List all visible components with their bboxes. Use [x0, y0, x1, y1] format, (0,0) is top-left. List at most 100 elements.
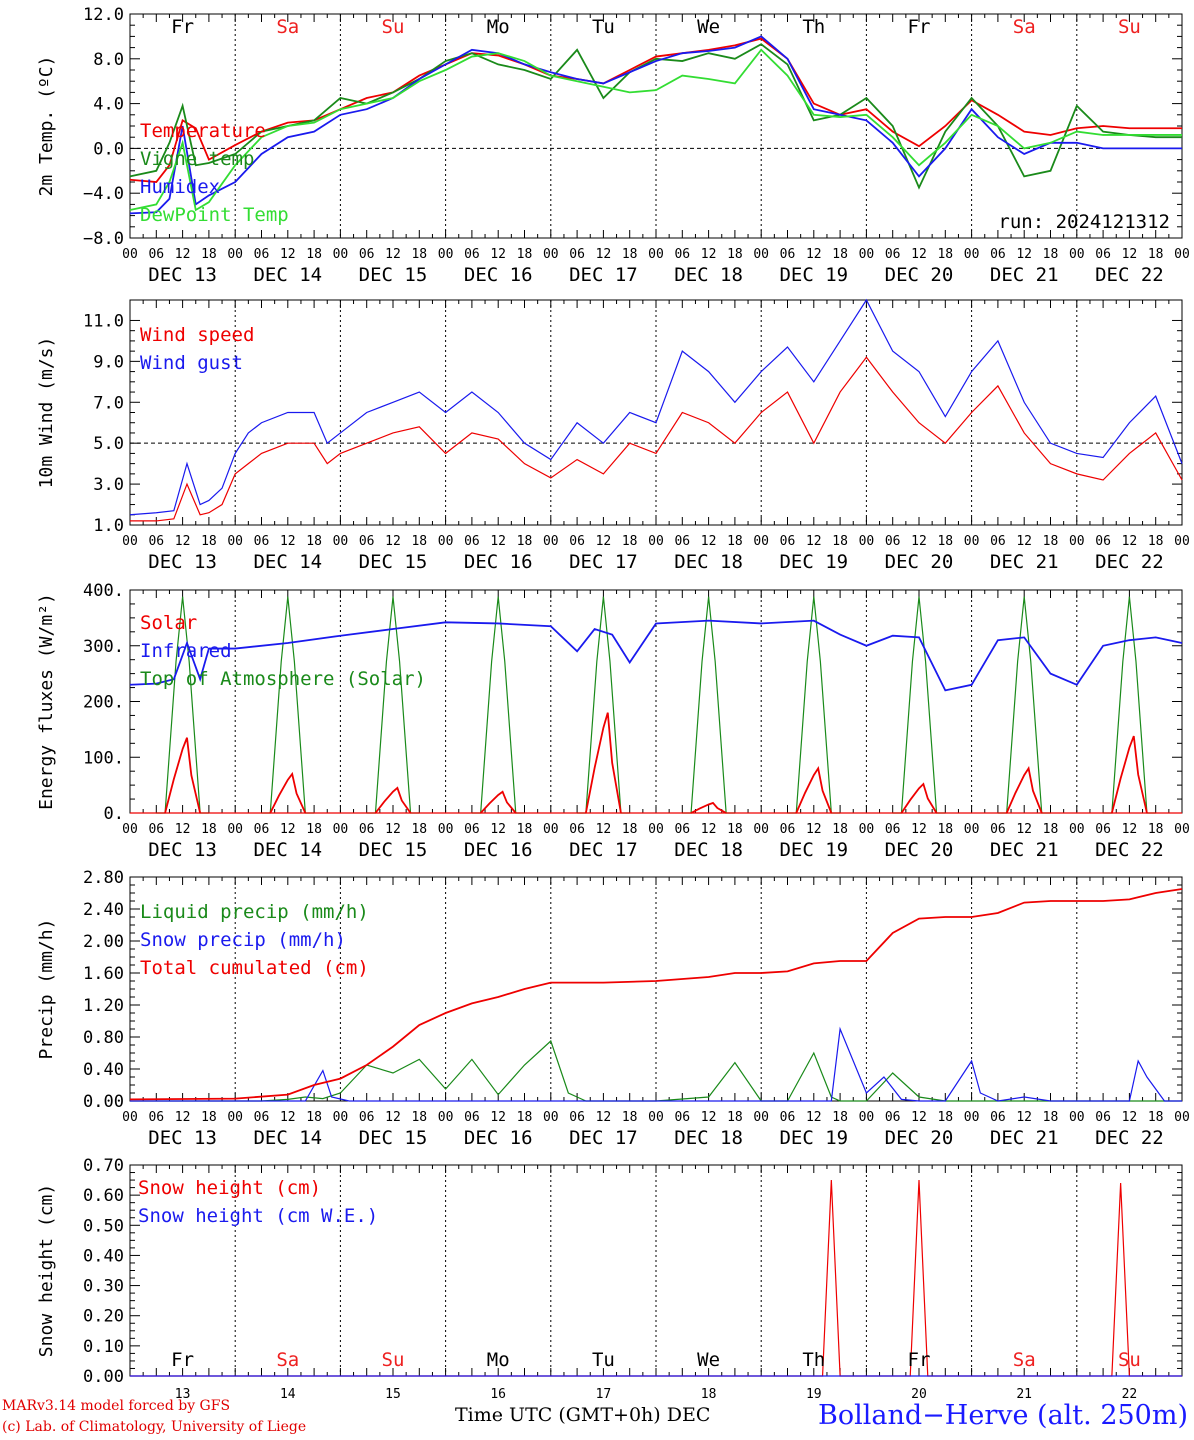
date-label: DEC 13 — [148, 839, 217, 861]
hour-tick-label: 00 — [964, 534, 980, 549]
hour-tick-label: 12 — [280, 534, 296, 549]
y-tick-label: 1.60 — [83, 964, 124, 984]
hour-tick-label: 18 — [1043, 247, 1059, 262]
hour-tick-label: 00 — [122, 534, 138, 549]
y-tick-label: 0.00 — [83, 1367, 124, 1387]
legend-entry: Wind speed — [140, 324, 254, 346]
date-label: DEC 15 — [359, 1127, 428, 1149]
hour-tick-label: 06 — [464, 247, 480, 262]
hour-tick-label: 00 — [438, 822, 454, 837]
y-tick-label: 0.30 — [83, 1277, 124, 1297]
weekday-label: Fr — [908, 1349, 931, 1371]
y-tick-label: 0.20 — [83, 1307, 124, 1327]
weekday-label: Sa — [276, 1349, 299, 1371]
date-label: DEC 20 — [885, 264, 954, 286]
weekday-label: Th — [802, 16, 825, 38]
date-label: DEC 18 — [674, 1127, 743, 1149]
hour-tick-label: 00 — [648, 247, 664, 262]
series-line-humidex — [129, 35, 1182, 215]
hour-tick-label: 12 — [175, 822, 191, 837]
day-number-label: 17 — [596, 1387, 612, 1400]
hour-tick-label: 12 — [1016, 1110, 1032, 1125]
hour-tick-label: 06 — [569, 534, 585, 549]
y-tick-label: 1.20 — [83, 996, 124, 1016]
hour-tick-label: 06 — [885, 534, 901, 549]
hour-tick-label: 18 — [937, 247, 953, 262]
hour-tick-label: 00 — [1174, 822, 1190, 837]
y-tick-label: 300. — [83, 637, 124, 657]
hour-tick-label: 00 — [859, 1110, 875, 1125]
hour-tick-label: 18 — [201, 247, 217, 262]
y-tick-label: 0.80 — [83, 1028, 124, 1048]
hour-tick-label: 06 — [148, 822, 164, 837]
y-axis-label: Snow height (cm) — [36, 1184, 57, 1357]
series-line-wind-speed — [130, 356, 1183, 522]
solar-line — [690, 801, 727, 814]
hour-tick-label: 12 — [175, 534, 191, 549]
hour-tick-label: 12 — [490, 1110, 506, 1125]
y-tick-label: 12.0 — [83, 5, 124, 25]
hour-tick-label: 06 — [780, 1110, 796, 1125]
weekday-label: Fr — [171, 1349, 194, 1371]
date-label: DEC 21 — [990, 1127, 1059, 1149]
time-axis-label: Time UTC (GMT+0h) DEC — [455, 1404, 711, 1426]
solar-line — [584, 712, 622, 814]
hour-tick-label: 12 — [911, 822, 927, 837]
legend-entry: Top of Atmosphere (Solar) — [140, 668, 426, 690]
hour-tick-label: 00 — [964, 247, 980, 262]
date-label: DEC 16 — [464, 551, 533, 573]
hour-tick-label: 18 — [1043, 1110, 1059, 1125]
weekday-label: Fr — [171, 16, 194, 38]
hour-tick-label: 18 — [201, 534, 217, 549]
y-tick-label: 0.60 — [83, 1186, 124, 1206]
hour-tick-label: 06 — [254, 247, 270, 262]
y-tick-label: 4.0 — [93, 95, 124, 115]
hour-tick-label: 18 — [306, 822, 322, 837]
date-label: DEC 17 — [569, 264, 638, 286]
hour-tick-label: 18 — [411, 822, 427, 837]
legend-entry: Liquid precip (mm/h) — [140, 901, 369, 923]
hour-tick-label: 00 — [1069, 822, 1085, 837]
weekday-label: Su — [382, 1349, 405, 1371]
hour-tick-label: 18 — [306, 247, 322, 262]
solar-line — [374, 786, 412, 814]
hour-tick-label: 00 — [543, 534, 559, 549]
date-label: DEC 20 — [885, 839, 954, 861]
hour-tick-label: 00 — [543, 822, 559, 837]
hour-tick-label: 12 — [806, 1110, 822, 1125]
hour-tick-label: 18 — [306, 534, 322, 549]
date-label: DEC 15 — [359, 264, 428, 286]
hour-tick-label: 06 — [990, 247, 1006, 262]
y-tick-label: 0.40 — [83, 1060, 124, 1080]
solar-line — [480, 790, 517, 814]
hour-tick-label: 18 — [832, 534, 848, 549]
hour-tick-label: 12 — [385, 247, 401, 262]
hour-tick-label: 06 — [464, 534, 480, 549]
series-line-snow-precip-mm-h- — [130, 1026, 1182, 1102]
date-label: DEC 15 — [359, 839, 428, 861]
y-tick-label: −4.0 — [83, 184, 124, 204]
hour-tick-label: 12 — [911, 1110, 927, 1125]
hour-tick-label: 06 — [885, 247, 901, 262]
hour-tick-label: 00 — [1069, 1110, 1085, 1125]
hour-tick-label: 06 — [359, 534, 375, 549]
date-label: DEC 22 — [1095, 551, 1164, 573]
toa-solar-line — [1103, 596, 1156, 814]
weekday-label: Fr — [908, 16, 931, 38]
hour-tick-label: 18 — [727, 1110, 743, 1125]
hour-tick-label: 12 — [1122, 247, 1138, 262]
hour-tick-label: 12 — [175, 1110, 191, 1125]
hour-tick-label: 00 — [1069, 247, 1085, 262]
hour-tick-label: 06 — [254, 1110, 270, 1125]
hour-tick-label: 18 — [832, 247, 848, 262]
y-axis-label: Energy fluxes (W/m²) — [36, 593, 57, 810]
date-label: DEC 19 — [779, 839, 848, 861]
y-tick-label: 3.0 — [93, 475, 124, 495]
hour-tick-label: 00 — [753, 247, 769, 262]
day-number-label: 19 — [806, 1387, 822, 1400]
hour-tick-label: 18 — [727, 822, 743, 837]
hour-tick-label: 12 — [280, 822, 296, 837]
y-tick-label: 0.00 — [83, 1092, 124, 1112]
y-tick-label: 100. — [83, 748, 124, 768]
date-label: DEC 15 — [359, 551, 428, 573]
